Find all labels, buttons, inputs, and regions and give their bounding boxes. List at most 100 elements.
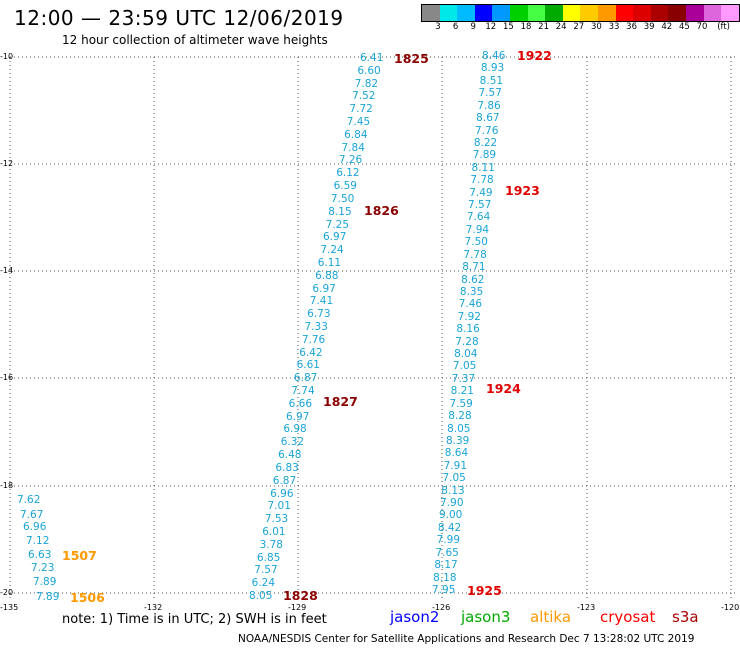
wave-height-value: 6.24 <box>251 577 276 590</box>
legend-swatch <box>685 5 704 21</box>
legend-label: 45 <box>678 22 690 32</box>
legend-label: 36 <box>626 22 638 32</box>
legend-swatch <box>668 5 686 21</box>
wave-height-value: 7.76 <box>475 124 499 137</box>
wave-height-value: 7.95 <box>432 584 456 596</box>
legend-swatch <box>422 5 440 21</box>
legend-swatch <box>562 5 581 21</box>
longitude-label: -126 <box>432 603 451 612</box>
satellite-name: jason2 <box>390 608 440 626</box>
wave-height-value: 6.66 <box>288 397 313 410</box>
wave-height-value: 8.28 <box>448 410 472 423</box>
latitude-label: -12 <box>0 159 14 168</box>
wave-height-value: 7.90 <box>440 497 464 510</box>
legend-label: 15 <box>502 22 514 32</box>
wave-height-value: 7.12 <box>26 535 50 547</box>
wave-height-value: 8.11 <box>471 161 495 174</box>
wave-height-value: 8.05 <box>447 422 471 435</box>
wave-height-value: 6.97 <box>323 231 347 244</box>
wave-height-value: 7.53 <box>264 513 289 526</box>
wave-height-value: 7.84 <box>341 141 365 154</box>
legend-swatch <box>474 5 493 21</box>
wave-height-value: 7.78 <box>463 248 487 261</box>
legend-label: 6 <box>452 22 459 32</box>
wave-height-value: 7.01 <box>267 500 291 513</box>
wave-height-value: 7.62 <box>17 494 41 506</box>
longitude-label: -123 <box>577 603 596 612</box>
wave-height-value: 6.97 <box>286 410 310 423</box>
wave-height-value: 8.67 <box>476 112 500 125</box>
satellite-name: altika <box>530 608 572 626</box>
longitude-label: -129 <box>288 603 307 612</box>
wave-height-value: 7.05 <box>442 472 466 485</box>
wave-height-value: 7.86 <box>477 99 501 112</box>
legend-swatch <box>721 5 739 21</box>
longitude-label: -132 <box>144 603 163 612</box>
legend-label: 9 <box>470 22 476 32</box>
pass-time-label: 1506 <box>70 590 105 605</box>
satellite-name: cryosat <box>600 608 656 626</box>
latitude-label: -10 <box>0 52 14 61</box>
wave-height-value: 6.96 <box>23 521 47 533</box>
wave-height-value: 7.46 <box>458 298 483 311</box>
wave-height-value: 8.62 <box>461 273 485 286</box>
wave-height-value: 8.15 <box>328 205 352 218</box>
wave-height-value: 8.22 <box>473 136 498 149</box>
wave-height-value: 7.99 <box>436 534 461 547</box>
wave-height-value: 7.33 <box>304 321 328 333</box>
page-title: 12:00 — 23:59 UTC 12/06/2019 <box>14 6 344 30</box>
legend-label: 21 <box>538 22 550 32</box>
wave-height-value: 7.37 <box>451 372 476 385</box>
wave-height-value: 6.61 <box>296 359 320 372</box>
wave-height-value: 7.50 <box>330 192 355 205</box>
wave-height-value: 7.67 <box>20 509 44 521</box>
pass-time-label: 1922 <box>517 48 552 63</box>
wave-height-value: 8.05 <box>249 590 273 602</box>
satellite-name: s3a <box>672 608 699 626</box>
wave-height-value: 7.89 <box>472 149 497 162</box>
longitude-label: -120 <box>721 603 740 612</box>
legend-swatch <box>439 5 458 21</box>
pass-time-label: 1827 <box>323 394 358 409</box>
credit-line: NOAA/NESDIS Center for Satellite Applica… <box>238 633 695 645</box>
legend-label: 24 <box>555 22 567 32</box>
wave-height-value: 7.45 <box>346 116 371 129</box>
wave-height-value: 6.48 <box>278 449 302 462</box>
legend-label: 27 <box>573 22 585 32</box>
wave-height-value: 7.59 <box>449 397 473 410</box>
latitude-label: -14 <box>0 266 14 275</box>
legend-label: 33 <box>608 22 620 32</box>
wave-height-value: 7.92 <box>457 310 481 323</box>
pass-time-label: 1826 <box>364 203 399 218</box>
wave-height-value: 7.49 <box>469 186 493 199</box>
wave-height-value: 7.74 <box>291 385 315 398</box>
wave-height-value: 7.26 <box>338 154 363 167</box>
wave-height-value: 8.18 <box>433 571 457 584</box>
wave-height-value: 6.88 <box>315 269 339 282</box>
legend-swatch <box>597 5 616 21</box>
wave-height-value: 6.84 <box>344 128 368 141</box>
wave-height-value: 7.94 <box>465 223 490 236</box>
wave-height-value: 6.60 <box>357 64 381 77</box>
wave-height-value: 7.28 <box>455 335 479 348</box>
wave-height-value: 6.96 <box>270 487 294 500</box>
latitude-label: -18 <box>0 481 14 490</box>
wave-height-value: 6.12 <box>336 167 360 180</box>
wave-height-value: 6.59 <box>333 180 357 193</box>
legend-swatch <box>545 5 563 21</box>
wave-height-value: 7.25 <box>325 218 350 231</box>
wave-height-value: 7.89 <box>36 591 60 603</box>
wave-height-value: 8.51 <box>479 74 504 87</box>
legend-swatch <box>738 5 740 21</box>
legend-label: 12 <box>485 22 497 32</box>
wave-height-value: 8.04 <box>454 348 478 361</box>
grid-lines <box>9 56 735 600</box>
wave-height-value: 6.73 <box>307 308 331 321</box>
wave-height-value: 6.98 <box>283 423 307 436</box>
longitude-label: -135 <box>0 603 19 612</box>
legend-label: 18 <box>520 22 532 32</box>
wave-height-value: 9.00 <box>438 509 463 522</box>
wave-height-value: 7.41 <box>309 295 334 308</box>
legend-swatch <box>492 5 510 21</box>
legend-swatch <box>580 5 598 21</box>
